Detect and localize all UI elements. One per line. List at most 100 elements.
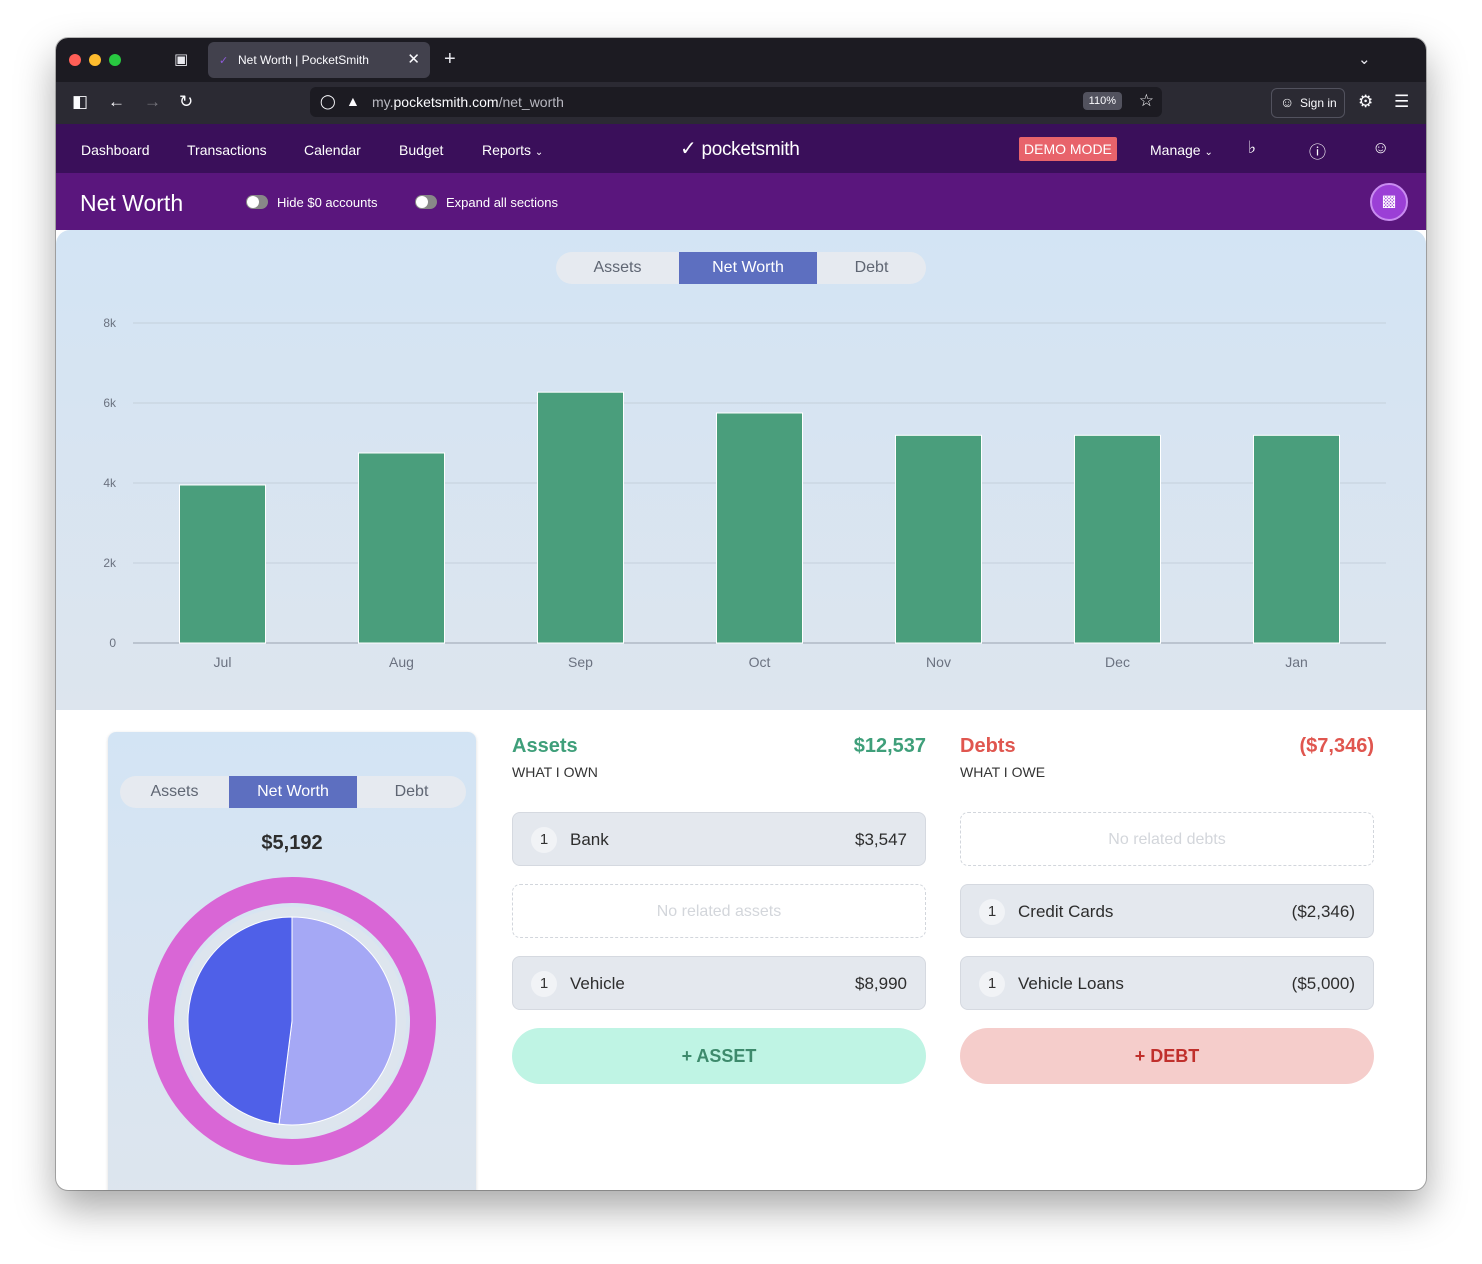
help-icon[interactable]: ⓘ bbox=[1309, 143, 1326, 162]
zoom-level[interactable]: 110% bbox=[1082, 92, 1122, 110]
pocketsmith-favicon-icon: ✓ bbox=[219, 55, 229, 67]
menu-icon[interactable]: ☰ bbox=[1394, 92, 1410, 111]
notifications-bell-icon[interactable]: ♭ bbox=[1248, 138, 1257, 157]
tab-bar: ▣ ✓ Net Worth | PocketSmith ✕ + ⌄ bbox=[56, 38, 1426, 82]
expand-sections-label: Expand all sections bbox=[446, 195, 559, 210]
tab-net-worth[interactable]: Net Worth bbox=[229, 776, 357, 808]
account-count-badge: 1 bbox=[531, 971, 557, 997]
hide-zero-label: Hide $0 accounts bbox=[277, 195, 378, 210]
account-count-badge: 1 bbox=[979, 899, 1005, 925]
nav-budget[interactable]: Budget bbox=[399, 142, 444, 158]
close-window-button[interactable] bbox=[69, 54, 81, 66]
nav-transactions[interactable]: Transactions bbox=[187, 142, 267, 158]
debt-group-vehicle-loans[interactable]: 1 Vehicle Loans ($5,000) bbox=[960, 956, 1374, 1010]
account-icon: ☺ bbox=[1280, 94, 1295, 110]
debt-group-name: Vehicle Loans bbox=[1018, 974, 1124, 993]
app-nav: Dashboard Transactions Calendar Budget R… bbox=[56, 124, 1426, 173]
empty-debt-group: No related debts bbox=[960, 812, 1374, 866]
chart-settings-icon[interactable]: ▩ bbox=[1370, 183, 1408, 221]
x-tick-label: Oct bbox=[749, 654, 771, 670]
debts-total: ($7,346) bbox=[1299, 735, 1375, 757]
asset-group-name: Vehicle bbox=[570, 974, 625, 993]
bar-jan bbox=[1253, 434, 1340, 644]
asset-group-name: Bank bbox=[570, 830, 609, 849]
close-tab-icon[interactable]: ✕ bbox=[407, 51, 420, 68]
bookmark-star-icon[interactable]: ☆ bbox=[1138, 91, 1154, 110]
nav-calendar[interactable]: Calendar bbox=[304, 142, 361, 158]
nav-dashboard[interactable]: Dashboard bbox=[81, 142, 150, 158]
browser-toolbar: ◧ ← → ↻ ◯ ▲ my.pocketsmith.com/net_worth… bbox=[56, 82, 1426, 124]
chevron-down-icon: ⌄ bbox=[534, 147, 544, 158]
address-bar[interactable]: ◯ ▲ my.pocketsmith.com/net_worth 110% ☆ bbox=[310, 87, 1162, 117]
browser-window: ▣ ✓ Net Worth | PocketSmith ✕ + ⌄ ◧ ← → … bbox=[56, 38, 1426, 1190]
demo-mode-badge[interactable]: DEMO MODE bbox=[1019, 137, 1117, 161]
logo-mark-icon: ✓ bbox=[680, 138, 697, 160]
tab-assets[interactable]: Assets bbox=[593, 259, 642, 276]
assets-total: $12,537 bbox=[853, 735, 926, 757]
account-count-badge: 1 bbox=[979, 971, 1005, 997]
nav-reports[interactable]: Reports ⌄ bbox=[482, 142, 543, 158]
nav-manage-label: Manage bbox=[1150, 142, 1201, 158]
chevron-down-icon: ⌄ bbox=[1204, 147, 1213, 158]
bar-dec bbox=[1074, 434, 1161, 644]
debt-group-credit-cards[interactable]: 1 Credit Cards ($2,346) bbox=[960, 884, 1374, 938]
x-tick-label: Jan bbox=[1285, 654, 1308, 670]
new-tab-icon[interactable]: + bbox=[444, 48, 456, 70]
outer-ring bbox=[148, 877, 436, 1165]
tab-title: Net Worth | PocketSmith bbox=[238, 53, 369, 67]
tab-overview-icon[interactable]: ▣ bbox=[174, 51, 189, 68]
browser-tab[interactable]: ✓ Net Worth | PocketSmith ✕ bbox=[208, 42, 430, 78]
tab-list-chevron-icon[interactable]: ⌄ bbox=[1358, 51, 1371, 68]
user-menu-icon[interactable]: ☺ bbox=[1372, 138, 1390, 157]
maximize-window-button[interactable] bbox=[109, 54, 121, 66]
tab-debt[interactable]: Debt bbox=[394, 783, 429, 800]
debt-group-amount: ($2,346) bbox=[1291, 902, 1355, 921]
page-header: Net Worth Hide $0 accounts Expand all se… bbox=[56, 173, 1426, 230]
add-debt-button[interactable]: + DEBT bbox=[960, 1028, 1374, 1084]
y-tick-label: 8k bbox=[103, 316, 117, 330]
extensions-icon[interactable]: ⚙ bbox=[1358, 92, 1374, 111]
assets-title: Assets bbox=[512, 735, 578, 757]
tab-net-worth[interactable]: Net Worth bbox=[679, 252, 817, 284]
tab-assets[interactable]: Assets bbox=[150, 783, 199, 800]
tab-debt[interactable]: Debt bbox=[854, 259, 889, 276]
bar-jul bbox=[179, 484, 266, 644]
x-tick-label: Aug bbox=[389, 654, 414, 670]
net-worth-pie bbox=[148, 877, 436, 1165]
asset-group-vehicle[interactable]: 1 Vehicle $8,990 bbox=[512, 956, 926, 1010]
forward-icon[interactable]: → bbox=[144, 92, 161, 111]
summary-segment-tabs: Assets Net Worth Debt bbox=[120, 776, 466, 808]
sign-in-label: Sign in bbox=[1300, 96, 1337, 110]
nav-manage[interactable]: Manage ⌄ bbox=[1150, 142, 1213, 158]
x-tick-label: Jul bbox=[214, 654, 232, 670]
account-count-badge: 1 bbox=[531, 827, 557, 853]
asset-group-amount: $3,547 bbox=[855, 830, 907, 849]
bar-nov bbox=[895, 434, 982, 644]
chart-segment-tabs: Assets Net Worth Debt bbox=[556, 252, 926, 284]
bar-aug bbox=[358, 452, 445, 644]
empty-asset-group: No related assets bbox=[512, 884, 926, 938]
sign-in-button[interactable]: ☺ Sign in bbox=[1271, 88, 1345, 118]
expand-sections-toggle[interactable] bbox=[415, 195, 437, 209]
lock-icon[interactable]: ▲ bbox=[346, 93, 360, 109]
asset-group-bank[interactable]: 1 Bank $3,547 bbox=[512, 812, 926, 866]
debts-title: Debts bbox=[960, 735, 1016, 757]
pocketsmith-logo[interactable]: ✓ pocketsmith bbox=[680, 136, 800, 161]
back-icon[interactable]: ← bbox=[108, 92, 125, 111]
y-tick-label: 6k bbox=[103, 396, 117, 410]
page-title: Net Worth bbox=[80, 190, 184, 216]
sidebar-toggle-icon[interactable]: ◧ bbox=[72, 92, 89, 111]
net-worth-chart-panel: Assets Net Worth Debt 0 2k 4k 6k 8k Jul Aug Sep… bbox=[56, 230, 1426, 710]
x-tick-label: Dec bbox=[1105, 654, 1130, 670]
y-tick-label: 2k bbox=[103, 556, 117, 570]
reload-icon[interactable]: ↻ bbox=[179, 92, 194, 111]
x-tick-label: Sep bbox=[568, 654, 593, 670]
debt-group-amount: ($5,000) bbox=[1291, 974, 1355, 993]
hide-zero-toggle[interactable] bbox=[246, 195, 268, 209]
asset-group-amount: $8,990 bbox=[855, 974, 907, 993]
minimize-window-button[interactable] bbox=[89, 54, 101, 66]
debts-subtitle: WHAT I OWE bbox=[960, 764, 1046, 780]
add-asset-button[interactable]: + ASSET bbox=[512, 1028, 926, 1084]
shield-icon[interactable]: ◯ bbox=[320, 93, 336, 109]
url-text[interactable]: my.pocketsmith.com/net_worth bbox=[372, 94, 564, 110]
